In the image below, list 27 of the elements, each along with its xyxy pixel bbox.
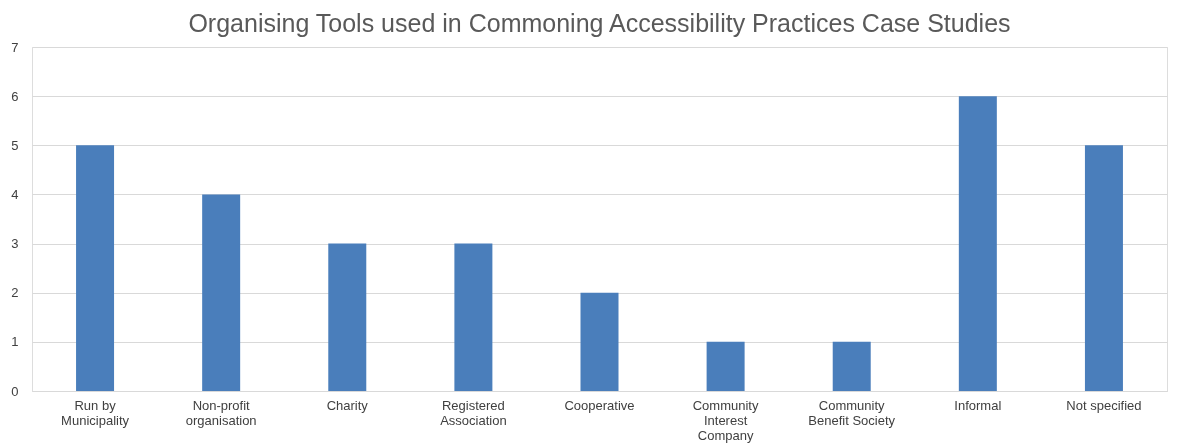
x-tick-label: Charity xyxy=(326,397,369,413)
bar xyxy=(580,292,619,391)
y-tick-label: 6 xyxy=(11,88,19,104)
bar xyxy=(454,243,493,391)
x-tick-label: Informal xyxy=(954,397,1002,413)
x-tick-label: Community Benefit Society xyxy=(808,397,896,428)
bar xyxy=(328,243,367,391)
bar xyxy=(958,96,997,391)
x-tick-label: Not specified xyxy=(1066,397,1142,413)
x-tick-label: Non-profit organisation xyxy=(185,397,257,428)
bar xyxy=(202,194,241,391)
y-tick-label: 0 xyxy=(11,383,19,399)
y-tick-label: 1 xyxy=(11,334,19,350)
x-tick-label: Registered Association xyxy=(440,397,507,428)
y-tick-label: 3 xyxy=(11,236,19,252)
bar xyxy=(706,341,745,391)
y-tick-label: 5 xyxy=(11,137,19,153)
y-tick-label: 4 xyxy=(11,186,19,202)
chart-title: Organising Tools used in Commoning Accessibility Practices Case Studies xyxy=(188,9,1011,37)
x-tick-label: Community Interest Company xyxy=(692,397,759,443)
bar xyxy=(1084,145,1123,391)
x-tick-label: Run by Municipality xyxy=(61,397,130,428)
y-tick-label: 2 xyxy=(11,285,19,301)
x-tick-label: Cooperative xyxy=(564,397,635,413)
y-tick-label: 7 xyxy=(11,39,19,55)
bar xyxy=(832,341,871,391)
bar xyxy=(76,145,115,391)
